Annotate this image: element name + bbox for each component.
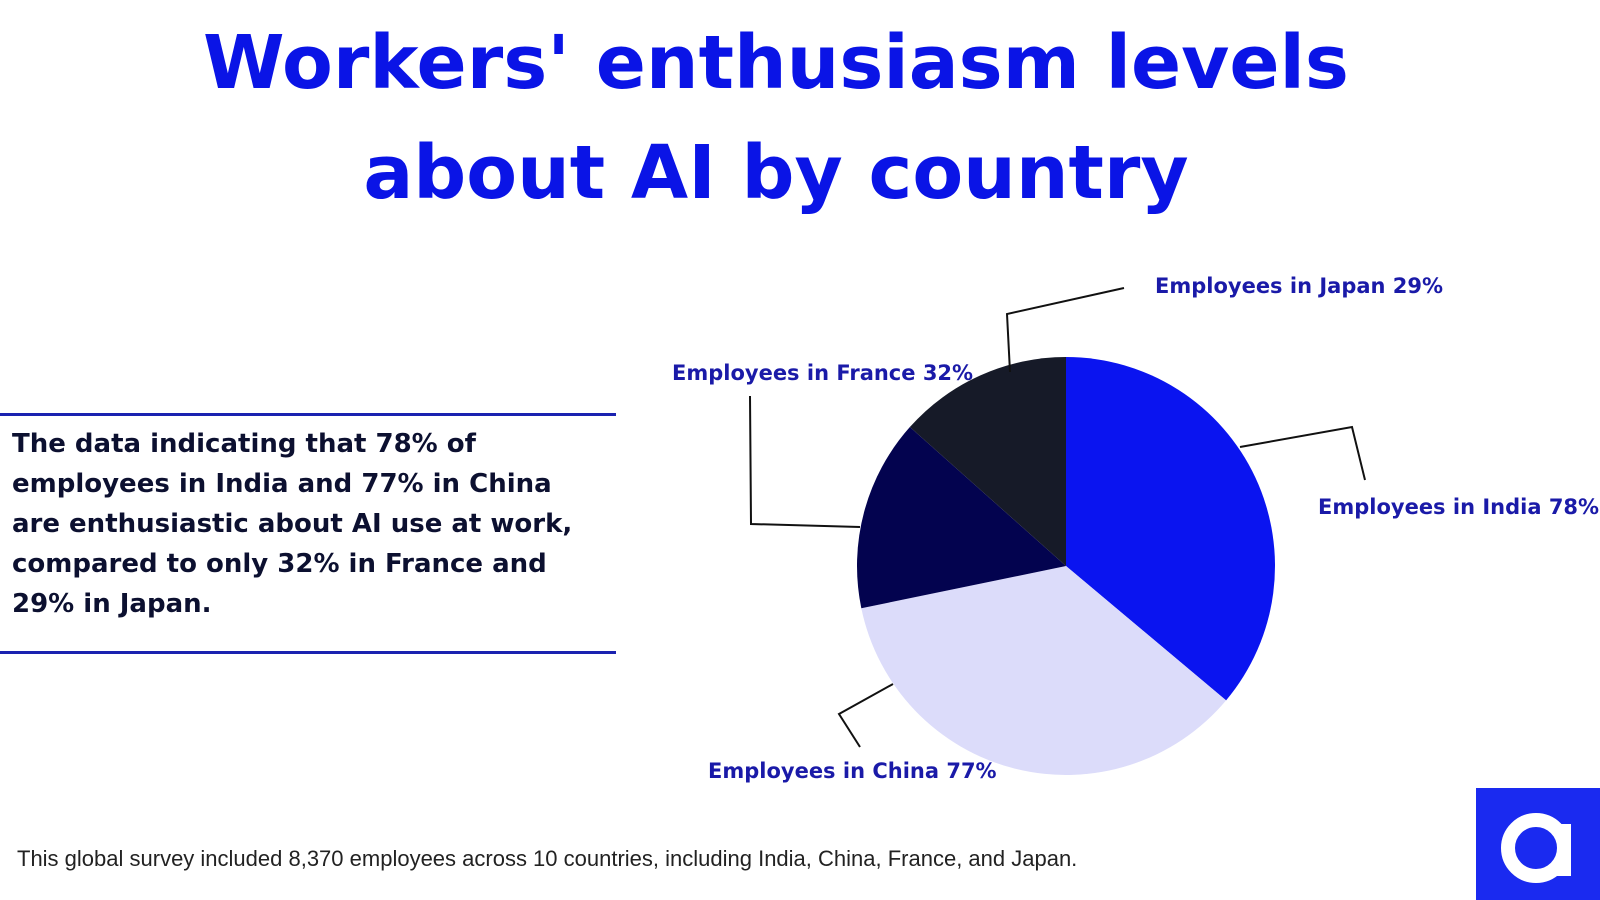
logo-box [1476,788,1600,900]
divider [0,651,616,654]
chart-title: Workers' enthusiasm levels about AI by c… [203,20,1349,216]
slice-name: Employees in France [672,361,916,385]
leader-line [1239,425,1366,481]
slice-label: Employees in India 78% [1318,495,1599,519]
slice-label: Employees in France 32% [672,361,973,385]
footnote: This global survey included 8,370 employ… [17,846,1078,871]
pie-slice [1066,357,1275,701]
leader-line [1005,287,1125,373]
slice-value-label: 32% [923,361,973,385]
pie-slice [909,357,1066,566]
pie-slice [857,427,1066,609]
leader-line [837,683,894,748]
slice-label: Employees in China 77% [708,759,997,783]
logo [1476,788,1600,900]
slice-label: Employees in Japan 29% [1155,274,1443,298]
leader-line [749,395,861,528]
slice-name: Employees in China [708,759,939,783]
divider [0,413,616,416]
slice-value-label: 77% [946,759,996,783]
description: The data indicating that 78% of employee… [12,429,573,619]
logo-stem [1557,824,1571,876]
pie-slice [861,566,1227,776]
slice-name: Employees in India [1318,495,1542,519]
slice-value-label: 78% [1549,495,1599,519]
slice-value-label: 29% [1393,274,1443,298]
slice-name: Employees in Japan [1155,274,1385,298]
